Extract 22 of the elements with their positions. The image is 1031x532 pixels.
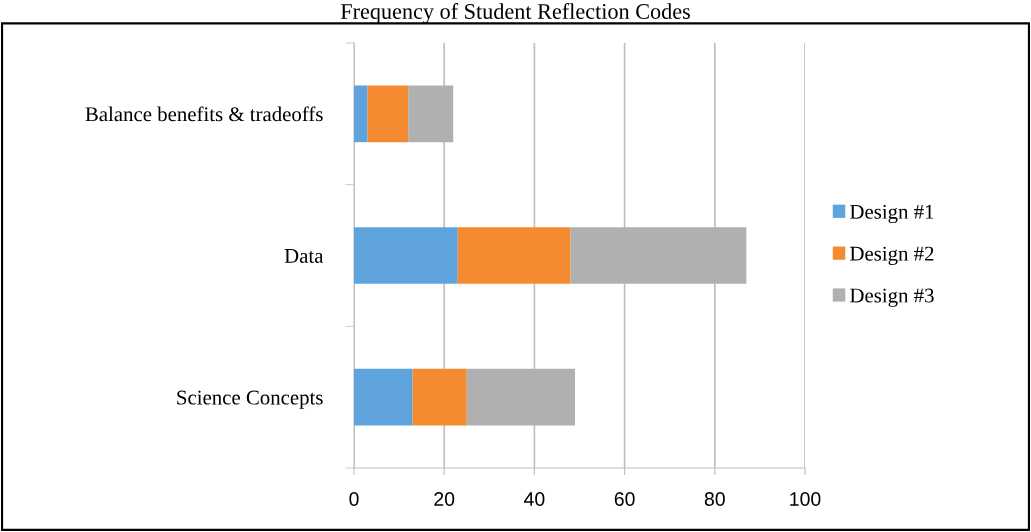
x-tick-label: 60 xyxy=(614,492,635,506)
bar xyxy=(367,85,409,143)
bar xyxy=(412,368,467,426)
legend-label: Design #3 xyxy=(850,288,934,307)
x-tick-label: 20 xyxy=(434,492,455,506)
bar xyxy=(408,85,454,143)
x-tick-label: 100 xyxy=(790,492,821,506)
bar xyxy=(466,368,575,426)
x-tick-label: 40 xyxy=(524,492,545,506)
bar xyxy=(457,227,571,284)
legend-label: Design #1 xyxy=(850,204,934,224)
y-tick-label: Data xyxy=(284,249,324,263)
legend-label: Design #2 xyxy=(850,246,934,265)
chart-title: Frequency of Student Reflection Codes xyxy=(340,3,690,24)
x-tick-label: 80 xyxy=(704,492,725,506)
x-tick-label: 0 xyxy=(349,492,359,506)
bar xyxy=(570,227,747,284)
y-tick-label: Science Concepts xyxy=(177,390,323,409)
bar xyxy=(354,368,413,426)
bar xyxy=(354,85,368,143)
y-tick-label: Balance benefits & tradeoffs xyxy=(85,106,323,122)
bar xyxy=(354,227,458,284)
